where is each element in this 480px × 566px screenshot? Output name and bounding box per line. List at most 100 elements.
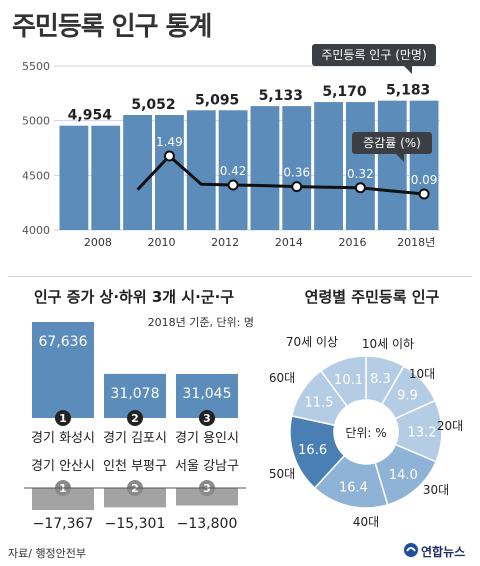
increase-rank-badge xyxy=(55,410,71,426)
yonhap-logo-text: 연합뉴스 xyxy=(421,545,466,559)
increase-bar xyxy=(32,322,94,418)
decrease-region-label: 서울 강남구 xyxy=(175,459,239,474)
population-bar xyxy=(250,106,280,230)
x-tick-label: 2018년 xyxy=(397,236,435,249)
increase-region-label: 경기 김포시 xyxy=(103,431,167,446)
growth-rate-label: 0.42 xyxy=(220,164,247,178)
population-bar xyxy=(91,125,121,230)
legend-population-text: 주민등록 인구 (만명) xyxy=(321,48,426,62)
growth-rate-label: 0.36 xyxy=(283,166,310,180)
donut-category-label: 40대 xyxy=(353,515,379,529)
legend-rate: 증감률 (%) xyxy=(352,132,432,162)
donut-center-label: 단위: % xyxy=(345,426,386,440)
increase-rank-number: 3 xyxy=(203,412,211,425)
growth-rate-label: 1.49 xyxy=(156,135,183,149)
donut-value-label: 9.9 xyxy=(397,388,418,403)
donut-category-label: 30대 xyxy=(423,483,449,497)
population-chart: 5500 5000 4500 4000 4,954 5,052 5,095 5,133 5,17… xyxy=(22,44,440,249)
growth-rate-point xyxy=(163,150,175,162)
donut-value-label: 16.6 xyxy=(298,443,327,458)
donut-category-label: 60대 xyxy=(270,371,295,385)
region-chart-title: 인구 증가 상·하위 3개 시·군·구 xyxy=(34,288,234,306)
decrease-bar xyxy=(176,488,238,506)
donut-value-label: 13.2 xyxy=(408,425,437,440)
decrease-bar xyxy=(104,488,166,508)
growth-rate-point xyxy=(227,179,239,191)
donut-value-label: 8.3 xyxy=(370,372,391,387)
x-tick-label: 2008 xyxy=(84,236,112,249)
donut-title: 연령별 주민등록 인구 xyxy=(305,288,440,306)
population-bar xyxy=(282,106,312,230)
population-bar xyxy=(314,102,343,230)
donut-category-label: 10세 이하 xyxy=(362,337,414,351)
source-note: 자료/ 행정안전부 xyxy=(8,547,87,560)
decrease-value-label: −17,367 xyxy=(33,516,94,532)
growth-rate-point xyxy=(354,182,366,194)
increase-rank-number: 2 xyxy=(131,412,139,425)
population-bar xyxy=(218,110,248,230)
decrease-bar xyxy=(32,488,94,510)
decrease-value-label: −15,301 xyxy=(105,516,166,532)
population-bar xyxy=(346,102,375,230)
population-bar xyxy=(186,110,216,230)
population-value-label: 5,095 xyxy=(195,92,239,108)
legend-population-pointer xyxy=(404,66,412,74)
increase-region-label: 경기 화성시 xyxy=(31,431,95,446)
x-tick-label: 2016 xyxy=(339,236,367,249)
population-bar xyxy=(155,114,184,230)
increase-rank-number: 1 xyxy=(59,412,67,425)
donut-category-label: 20대 xyxy=(437,419,463,433)
population-bar xyxy=(59,125,89,230)
increase-region-label: 경기 용인시 xyxy=(175,431,239,446)
region-chart-subtitle: 2018년 기준, 단위: 명 xyxy=(148,316,254,329)
legend-rate-pointer xyxy=(396,154,404,162)
population-value-label: 5,170 xyxy=(322,84,367,100)
y-tick-label: 4000 xyxy=(22,224,50,237)
legend-rate-box xyxy=(352,132,432,154)
y-tick-label: 5000 xyxy=(22,115,50,128)
page-title: 주민등록 인구 통계 xyxy=(12,12,212,42)
population-bar xyxy=(123,114,152,230)
increase-rank-badge xyxy=(199,410,215,426)
donut-value-label: 16.4 xyxy=(339,481,368,496)
donut-value-label: 10.1 xyxy=(334,373,363,388)
decrease-region-label: 경기 안산시 xyxy=(31,459,95,474)
legend-population: 주민등록 인구 (만명) xyxy=(312,44,436,74)
growth-rate-point xyxy=(418,188,430,200)
population-bar xyxy=(377,100,407,230)
x-tick-label: 2014 xyxy=(275,236,303,249)
y-tick-label: 4500 xyxy=(22,169,50,182)
increase-value-label: 31,078 xyxy=(111,386,160,402)
increase-rank-badge xyxy=(127,410,143,426)
population-value-label: 4,954 xyxy=(68,108,113,124)
donut-slice xyxy=(319,355,367,408)
donut-category-label: 70세 이상 xyxy=(286,335,338,349)
legend-population-box xyxy=(312,44,436,66)
x-tick-label: 2010 xyxy=(148,236,176,249)
population-bar xyxy=(409,100,439,230)
population-value-label: 5,183 xyxy=(386,83,430,99)
population-value-label: 5,052 xyxy=(131,97,175,113)
decrease-region-label: 인천 부평구 xyxy=(103,459,167,474)
donut-value-label: 11.5 xyxy=(305,396,334,411)
y-tick-label: 5500 xyxy=(22,60,50,73)
growth-rate-label: 0.32 xyxy=(347,167,374,181)
section-divider xyxy=(8,276,472,277)
legend-rate-text: 증감률 (%) xyxy=(363,136,421,150)
region-change-chart: 인구 증가 상·하위 3개 시·군·구 2018년 기준, 단위: 명 67,636… xyxy=(24,288,254,532)
donut-value-label: 14.0 xyxy=(389,468,418,483)
donut-center xyxy=(335,401,397,463)
yonhap-logo: 연합뉴스 xyxy=(403,540,477,562)
growth-rate-point xyxy=(291,181,303,193)
yonhap-logo-mark-icon xyxy=(404,543,418,557)
decrease-value-label: −13,800 xyxy=(177,516,238,532)
growth-rate-label: 0.09 xyxy=(411,173,438,187)
population-value-label: 5,133 xyxy=(259,88,303,104)
x-tick-label: 2012 xyxy=(211,236,239,249)
growth-rate-line xyxy=(136,154,425,196)
donut-category-label: 10대 xyxy=(409,367,435,381)
donut-category-label: 50대 xyxy=(270,467,295,481)
increase-value-label: 31,045 xyxy=(183,386,232,402)
age-donut-chart: 연령별 주민등록 인구 8.3 10세 이하 9.9 10대 13.2 20대 14.0 30대… xyxy=(270,288,463,529)
increase-value-label: 67,636 xyxy=(39,334,88,350)
